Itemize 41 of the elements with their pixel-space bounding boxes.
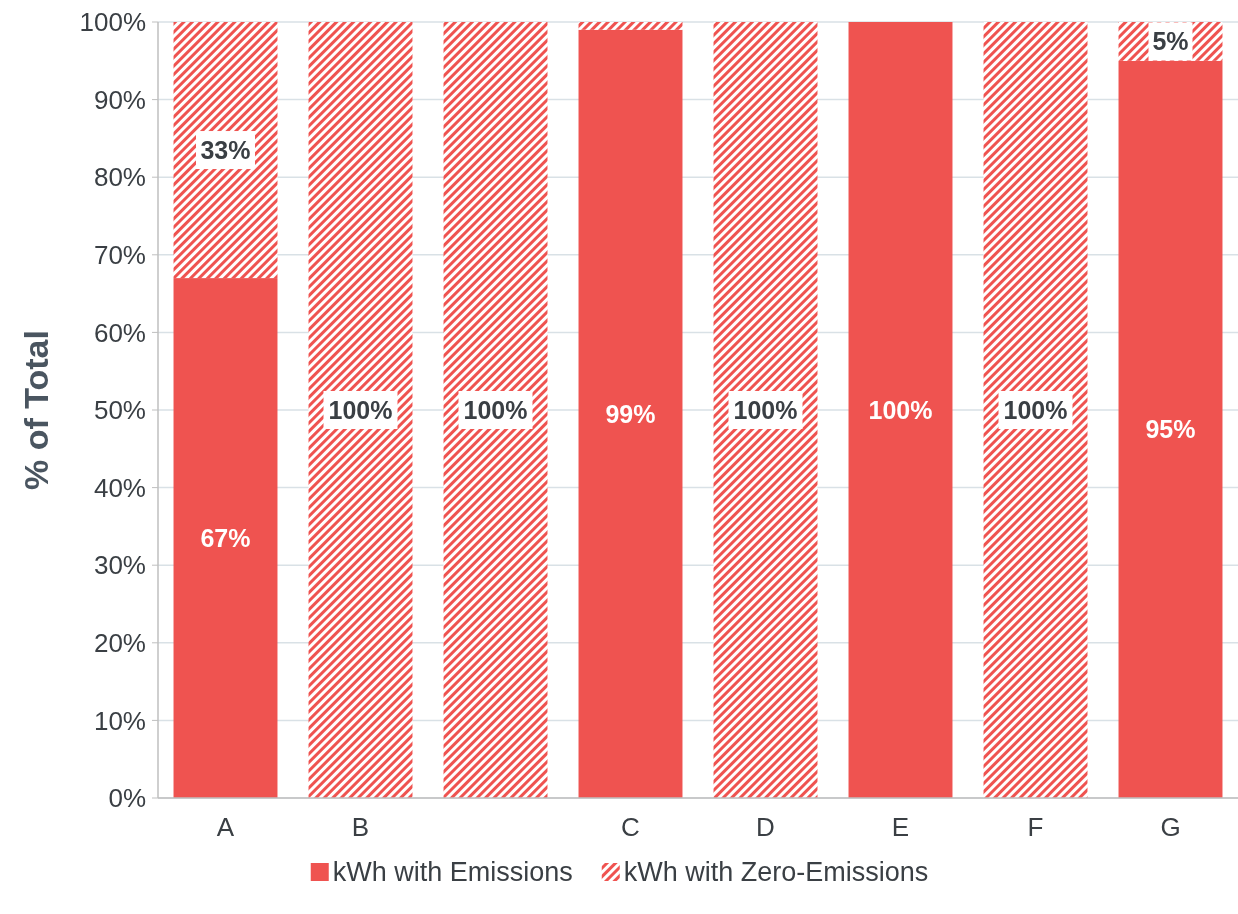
bar [308,22,413,798]
x-tick-label: F [1027,812,1044,842]
bar [578,29,683,798]
y-tick-label: 0% [108,783,146,814]
data-label: 100% [463,395,528,424]
data-label: 100% [1003,395,1068,424]
data-label: 99% [605,399,656,428]
x-tick-label: B [351,812,370,842]
y-tick-label: 50% [93,395,146,426]
data-label: 100% [733,395,798,424]
y-tick-label: 40% [93,472,146,503]
y-tick-label: 60% [93,317,146,348]
y-tick-label: 20% [93,627,146,658]
y-tick-label: 30% [93,550,146,581]
bar [443,22,548,798]
bar [578,22,683,30]
y-tick-label: 100% [79,7,146,38]
y-tick-label: 80% [93,162,146,193]
bar [848,22,953,798]
y-axis-title: % of Total [17,330,55,490]
bar [983,22,1088,798]
x-tick-label: E [891,812,910,842]
legend-label: kWh with Emissions [332,857,573,888]
x-tick-label: A [216,812,235,842]
x-tick-label: D [756,812,775,842]
y-tick-label: 90% [93,84,146,115]
bar [173,22,278,279]
data-label: 100% [868,395,933,424]
legend-label: kWh with Zero-Emissions [623,857,929,888]
data-label: 100% [328,395,393,424]
bar [173,278,278,798]
bar [1118,60,1223,798]
y-tick-label: 70% [93,239,146,270]
y-tick-label: 10% [93,705,146,736]
data-label: 95% [1145,415,1196,444]
x-tick-label: G [1160,812,1181,842]
bar [713,22,818,798]
data-label: 67% [200,523,251,552]
x-tick-label: C [621,812,640,842]
data-label: 5% [1152,27,1189,56]
data-label: 33% [200,135,251,164]
